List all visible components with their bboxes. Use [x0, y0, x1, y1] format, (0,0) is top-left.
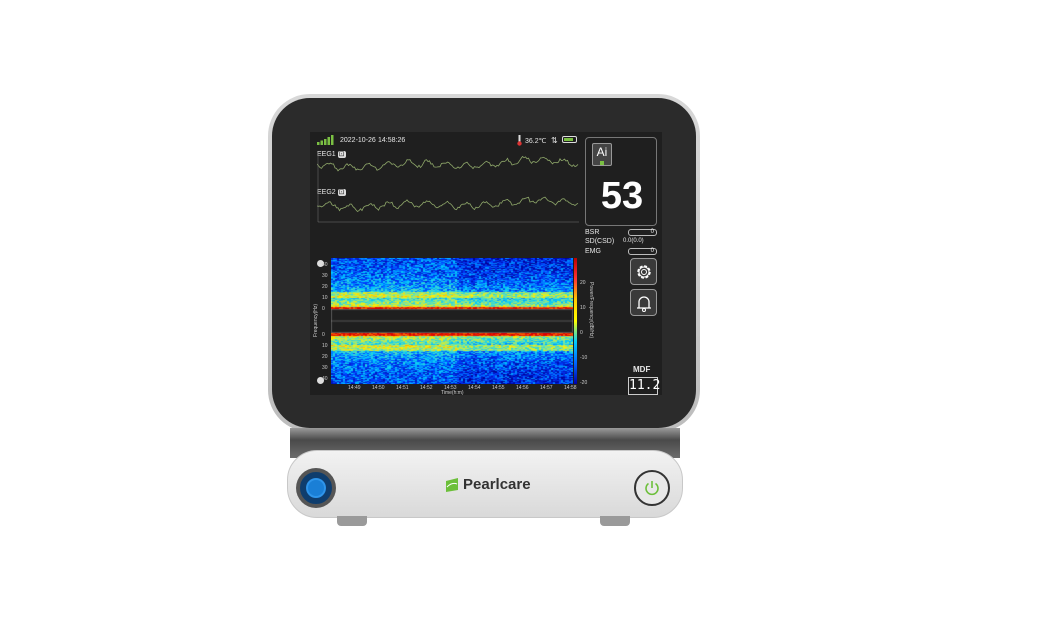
battery-icon	[562, 136, 577, 143]
colorbar	[574, 258, 577, 384]
monitor-base	[287, 450, 683, 518]
settings-button[interactable]	[630, 258, 657, 285]
colorbar-tick: 0	[580, 330, 583, 336]
y-tick: 30	[322, 273, 328, 279]
x-tick: 14:53	[444, 385, 457, 391]
x-tick: 14:57	[540, 385, 553, 391]
x-tick: 14:58	[564, 385, 577, 391]
colorbar-tick: -20	[580, 380, 588, 386]
y-tick: 20	[322, 284, 328, 290]
y-tick: 40	[322, 376, 328, 382]
bsr-bar: 0	[628, 229, 657, 236]
x-tick: 14:55	[492, 385, 505, 391]
eeg-waveforms	[317, 152, 579, 223]
status-time: 14:58:26	[378, 137, 406, 144]
eeg2-label: EEG2 ⊡	[317, 189, 346, 196]
monitor-screen: 2022-10-26 14:58:26 36.2℃ ⇅ EEG1 ⊡ EEG2 …	[310, 132, 662, 396]
pearlcare-logo-icon	[446, 477, 458, 492]
spectrogram	[331, 258, 573, 384]
alarm-button[interactable]	[630, 289, 657, 316]
y-tick: 10	[322, 343, 328, 349]
x-tick: 14:54	[468, 385, 481, 391]
sd-label: SD(CSD)	[585, 238, 615, 245]
colorbar-tick: 20	[580, 280, 586, 286]
index-value: 53	[600, 175, 644, 217]
mdf-value: 11.2	[628, 377, 661, 395]
transfer-arrows-icon: ⇅	[551, 136, 558, 145]
sd-value: 0.0(0.0)	[623, 238, 644, 244]
y-tick: 10	[322, 295, 328, 301]
y-tick: 30	[322, 365, 328, 371]
y-tick: 0	[322, 306, 325, 312]
x-axis-label: Time(h:m)	[441, 390, 464, 396]
x-tick: 14:51	[396, 385, 409, 391]
status-date: 2022-10-26	[340, 137, 376, 144]
colorbar-tick: 10	[580, 305, 586, 311]
temperature: 36.2℃	[525, 138, 547, 145]
port-socket	[300, 472, 332, 504]
colorbar-label: Power/Frequency(dB/Hz)	[588, 282, 594, 339]
mdf-label: MDF	[633, 365, 651, 374]
power-icon	[645, 481, 659, 496]
signal-icon	[317, 135, 334, 145]
ai-icon: Ai	[592, 143, 612, 166]
foot-left	[337, 516, 367, 526]
x-tick: 14:49	[348, 385, 361, 391]
channel1-marker-icon	[317, 260, 324, 267]
y-tick: 20	[322, 354, 328, 360]
bell-icon	[636, 295, 651, 312]
foot-right	[600, 516, 630, 526]
eeg2-wave	[317, 196, 579, 213]
sensor-port[interactable]	[296, 468, 336, 508]
bsr-label: BSR	[585, 229, 600, 236]
emg-bar: 0	[628, 248, 657, 255]
emg-label: EMG	[585, 248, 601, 255]
y-axis-label: Frequency(Hz)	[313, 303, 319, 337]
y-tick: 40	[322, 262, 328, 268]
y-tick: 0	[322, 332, 325, 338]
index-panel: Ai 53	[585, 137, 657, 226]
brand-logo: Pearlcare	[445, 476, 531, 493]
x-tick: 14:52	[420, 385, 433, 391]
colorbar-tick: -10	[580, 355, 588, 361]
eeg1-wave	[317, 155, 579, 172]
gear-icon	[636, 264, 651, 279]
brand-name: Pearlcare	[463, 476, 531, 493]
channel2-marker-icon	[317, 377, 324, 384]
thermometer-icon	[517, 135, 522, 146]
x-tick: 14:50	[372, 385, 385, 391]
x-tick: 14:56	[516, 385, 529, 391]
eeg1-label: EEG1 ⊡	[317, 151, 346, 158]
power-button[interactable]	[634, 470, 670, 506]
